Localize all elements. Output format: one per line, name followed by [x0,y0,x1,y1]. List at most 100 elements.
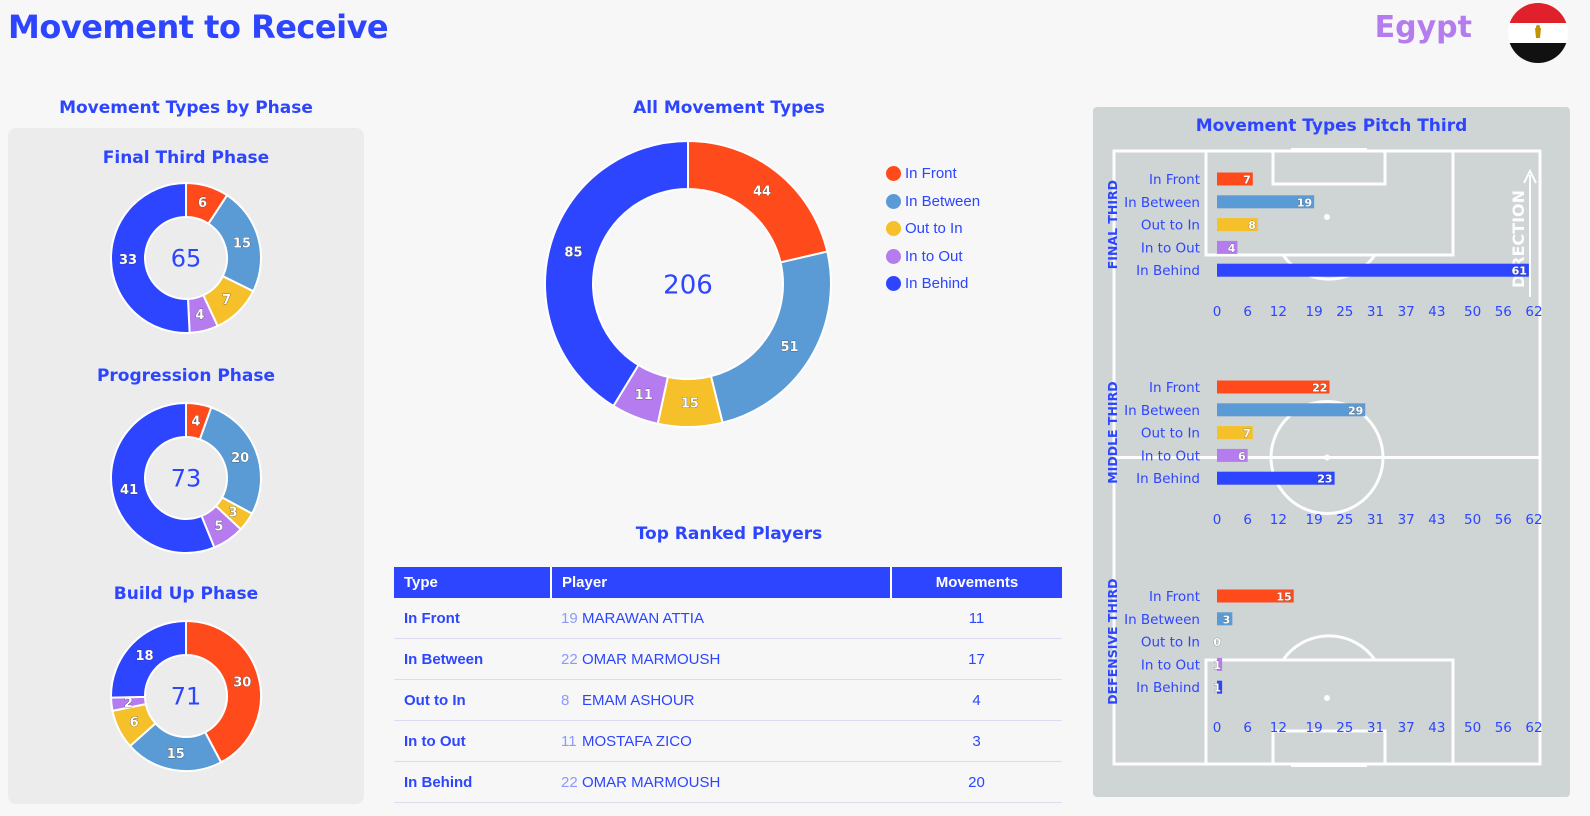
row-movements: 17 [891,638,1062,680]
x-tick-label: 37 [1398,512,1415,528]
row-type: In Front [394,598,551,639]
in-front-dot-icon [886,166,901,182]
slice-label: 5 [214,519,223,534]
bar-category-label: In Front [1149,380,1200,396]
center-spot [1324,454,1330,461]
slice-label: 15 [681,397,699,412]
bar-in-behind [1217,471,1335,485]
x-tick-label: 31 [1367,304,1384,320]
row-movements: 20 [891,761,1062,803]
legend-label: Out to In [905,220,963,238]
legend-item-in-between: In Between [886,188,980,216]
third-title: MIDDLE THIRD [1105,381,1120,483]
x-tick-label: 31 [1367,512,1384,528]
bar-value-label: 7 [1243,174,1251,187]
bar-out-to-in [1217,426,1253,440]
slice-in-front [185,619,262,764]
x-tick-label: 12 [1270,720,1287,736]
build-up-donut: Build Up Phase 30 15 6 2 18 71 [109,584,262,772]
top-goal [1291,148,1367,152]
slice-label: 18 [135,649,153,664]
phase-panel [8,128,364,804]
bar-in-front [1217,589,1294,603]
progression-donut: Progression Phase 4 20 35 41 73 [97,366,275,554]
x-tick-label: 50 [1464,720,1481,736]
out-to-in-dot-icon [886,221,901,237]
table-row: In Behind 22 OMAR MARMOUSH 20 [394,761,1062,803]
bar-in-front [1217,380,1330,394]
row-player-cell: 8 EMAM ASHOUR [551,679,891,721]
x-tick-label: 37 [1398,720,1415,736]
bar-value-label: 1 [1213,659,1221,672]
bar-value-label: 15 [1276,591,1291,604]
x-tick-label: 56 [1495,512,1512,528]
legend-item-in-front: In Front [886,160,980,188]
donut-total: 206 [663,270,713,300]
col-player: Player [551,567,892,598]
bar-value-label: 1 [1213,682,1221,695]
bar-in-between [1217,403,1366,417]
row-player-cell: 19 MARAWAN ATTIA [551,598,891,639]
country-name: Egypt [1374,10,1472,45]
page-title: Movement to Receive [8,8,389,46]
row-type: Out to In [394,679,551,721]
bar-value-label: 4 [1228,242,1236,255]
x-tick-label: 50 [1464,512,1481,528]
bar-in-to-out [1217,240,1238,254]
row-movements: 11 [891,598,1062,639]
top-penalty-spot [1324,214,1330,220]
slice-label: 30 [233,676,251,691]
donut-title: Progression Phase [97,366,275,386]
row-player-cell: 22 OMAR MARMOUSH [551,638,891,680]
player-number: 11 [561,732,577,750]
players-table-header: Type Player Movements [394,567,1062,598]
slice-in-between [709,250,832,424]
x-tick-label: 0 [1213,512,1222,528]
bar-category-label: Out to In [1141,218,1200,234]
row-player-cell: 11 MOSTAFA ZICO [551,720,891,762]
pitch-third-chart: DIRECTION FINAL THIRD In Front 7 In Between 1… [1105,148,1543,767]
x-tick-label: 12 [1270,304,1287,320]
bar-value-label: 22 [1312,382,1327,395]
x-tick-label: 56 [1495,720,1512,736]
slice-label: 51 [780,340,798,355]
slice-label: 11 [635,388,653,403]
player-name: MOSTAFA ZICO [582,732,692,750]
top-goal-box [1271,149,1387,186]
pitch-panel [1093,107,1570,797]
legend-item-in-to-out: In to Out [886,243,980,271]
x-tick-label: 25 [1336,304,1353,320]
slice-label: 6 [130,716,139,731]
x-tick-label: 6 [1243,720,1252,736]
x-tick-label: 25 [1336,720,1353,736]
pitch-title: Movement Types Pitch Third [1195,116,1468,136]
bar-in-to-out [1217,448,1248,462]
row-type: In Between [394,638,551,680]
third-title: FINAL THIRD [1105,180,1120,269]
x-tick-label: 25 [1336,512,1353,528]
all-types-donut: 44 51 15 11 85 206 [544,139,832,428]
legend-label: In Between [905,192,981,210]
bar-value-label: 23 [1317,473,1332,486]
bar-value-label: 6 [1238,450,1246,463]
bottom-goal [1291,763,1367,767]
x-tick-label: 62 [1525,720,1542,736]
phase-section-title: Movement Types by Phase [59,98,313,118]
table-row: In to Out 11 MOSTAFA ZICO 3 [394,720,1062,762]
slice-label: 33 [119,253,137,268]
table-row: Out to In 8 EMAM ASHOUR 4 [394,679,1062,721]
player-number: 22 [561,650,578,668]
slice-in-behind [110,401,216,554]
x-tick-label: 6 [1243,304,1252,320]
x-tick-label: 62 [1525,512,1542,528]
bar-in-between [1217,612,1233,626]
x-tick-label: 19 [1306,720,1323,736]
bottom-penalty-spot [1324,695,1330,701]
bar-category-label: In Between [1124,612,1200,628]
donut-total: 73 [171,465,202,493]
slice-in-front [687,139,829,264]
slice-label: 3 [229,506,238,521]
players-title: Top Ranked Players [635,524,823,544]
x-tick-label: 19 [1306,512,1323,528]
player-number: 19 [561,609,578,627]
